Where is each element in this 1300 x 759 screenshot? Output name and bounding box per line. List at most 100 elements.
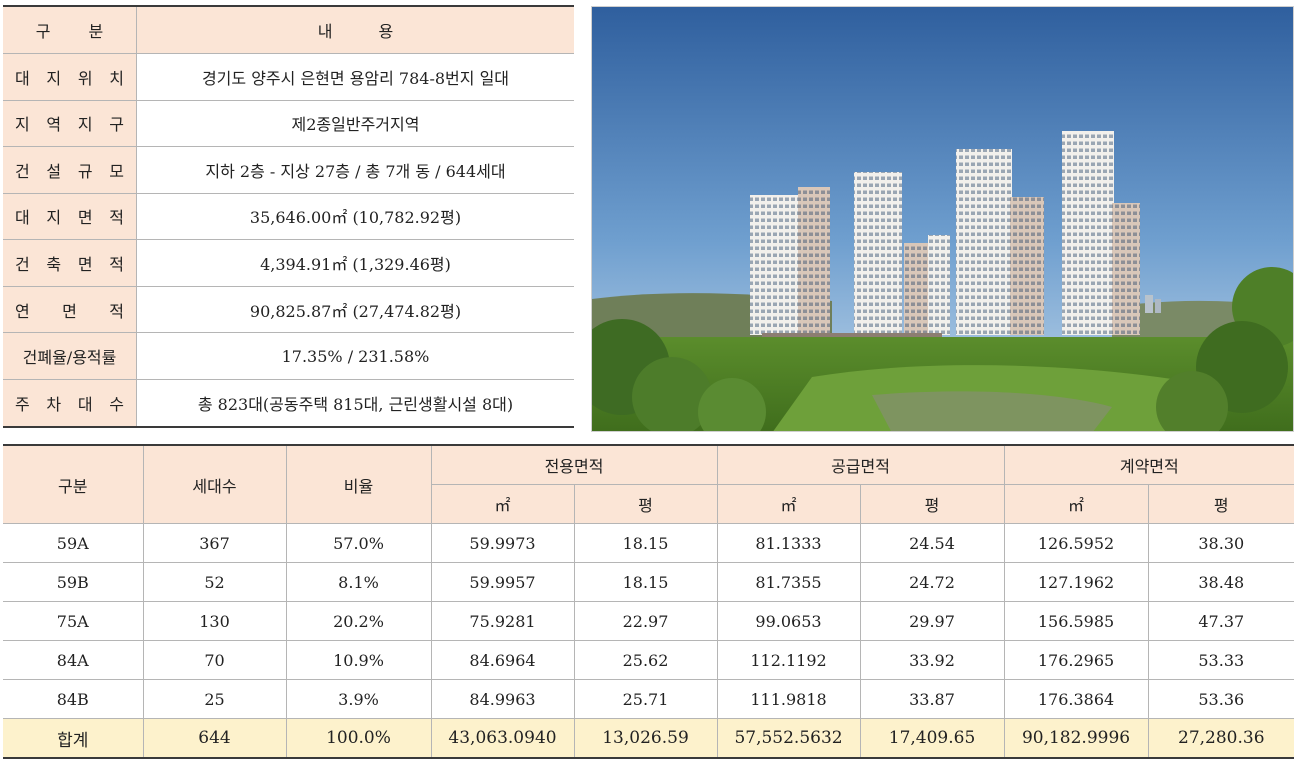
overview-value: 90,825.87㎡ (27,474.82평) [136, 286, 574, 334]
household-count-cell: 644 [142, 718, 287, 759]
supply-sqm-cell: 111.9818 [716, 679, 861, 719]
header-households: 세대수 [142, 444, 287, 524]
contract-pyeong-cell: 53.36 [1147, 679, 1295, 719]
unit-area-table: 구분 세대수 비율 전용면적 공급면적 계약면적 ㎡ 평 ㎡ 평 ㎡ 평 59A… [3, 444, 1295, 759]
unit-type-cell: 합계 [3, 718, 144, 759]
unit-type-cell: 59B [3, 562, 144, 602]
overview-row: 건 설 규 모 지하 2층 - 지상 27층 / 총 7개 동 / 644세대 [3, 146, 574, 194]
exclusive-pyeong-cell: 22.97 [573, 601, 718, 641]
supply-pyeong-cell: 29.97 [859, 601, 1005, 641]
supply-sqm-cell: 81.1333 [716, 523, 861, 563]
contract-pyeong-cell: 47.37 [1147, 601, 1295, 641]
contract-sqm-cell: 156.5985 [1003, 601, 1149, 641]
ratio-cell: 57.0% [285, 523, 432, 563]
overview-row: 건폐율/용적률 17.35% / 231.58% [3, 332, 574, 380]
header-supply-area: 공급면적 [716, 444, 1005, 485]
overview-row: 연 면 적 90,825.87㎡ (27,474.82평) [3, 286, 574, 334]
header-contract-sqm: ㎡ [1003, 484, 1149, 524]
exclusive-sqm-cell: 84.6964 [430, 640, 575, 680]
ratio-cell: 8.1% [285, 562, 432, 602]
contract-pyeong-cell: 38.48 [1147, 562, 1295, 602]
contract-sqm-cell: 127.1962 [1003, 562, 1149, 602]
contract-pyeong-cell: 27,280.36 [1147, 718, 1295, 759]
table-row: 84A 70 10.9% 84.6964 25.62 112.1192 33.92 176.2… [3, 640, 1295, 680]
overview-row: 대 지 면 적 35,646.00㎡ (10,782.92평) [3, 193, 574, 241]
ratio-cell: 3.9% [285, 679, 432, 719]
overview-row: 건 축 면 적 4,394.91㎡ (1,329.46평) [3, 239, 574, 287]
unit-type-cell: 84B [3, 679, 144, 719]
overview-label: 건폐율/용적률 [3, 332, 137, 380]
unit-header-row-1: 구분 세대수 비율 전용면적 공급면적 계약면적 [3, 444, 1295, 524]
contract-pyeong-cell: 53.33 [1147, 640, 1295, 680]
unit-type-cell: 75A [3, 601, 144, 641]
supply-sqm-cell: 81.7355 [716, 562, 861, 602]
table-row: 59B 52 8.1% 59.9957 18.15 81.7355 24.72 127.196… [3, 562, 1295, 602]
household-count-cell: 70 [142, 640, 287, 680]
overview-row: 지 역 지 구 제2종일반주거지역 [3, 100, 574, 148]
contract-sqm-cell: 176.3864 [1003, 679, 1149, 719]
exclusive-sqm-cell: 59.9957 [430, 562, 575, 602]
supply-pyeong-cell: 24.72 [859, 562, 1005, 602]
supply-sqm-cell: 57,552.5632 [716, 718, 861, 759]
supply-pyeong-cell: 17,409.65 [859, 718, 1005, 759]
ratio-cell: 10.9% [285, 640, 432, 680]
supply-pyeong-cell: 24.54 [859, 523, 1005, 563]
contract-pyeong-cell: 38.30 [1147, 523, 1295, 563]
exclusive-pyeong-cell: 25.71 [573, 679, 718, 719]
overview-value: 4,394.91㎡ (1,329.46평) [136, 239, 574, 287]
header-supply-sqm: ㎡ [716, 484, 861, 524]
ratio-cell: 100.0% [285, 718, 432, 759]
overview-value: 총 823대(공동주택 815대, 근린생활시설 8대) [136, 379, 574, 428]
apartment-rendering-image [591, 6, 1294, 432]
household-count-cell: 367 [142, 523, 287, 563]
exclusive-sqm-cell: 43,063.0940 [430, 718, 575, 759]
household-count-cell: 25 [142, 679, 287, 719]
project-overview-table: 구 분 내 용 대 지 위 치 경기도 양주시 은현면 용암리 784-8번지 일대 지 역… [3, 5, 574, 428]
table-row: 75A 130 20.2% 75.9281 22.97 99.0653 29.97 156.5… [3, 601, 1295, 641]
header-category: 구분 [3, 444, 144, 524]
supply-pyeong-cell: 33.87 [859, 679, 1005, 719]
header-supply-pyeong: 평 [859, 484, 1005, 524]
header-exclusive-sqm: ㎡ [431, 484, 575, 524]
header-contract-pyeong: 평 [1147, 484, 1295, 524]
exclusive-pyeong-cell: 13,026.59 [573, 718, 718, 759]
header-exclusive-pyeong: 평 [573, 484, 718, 524]
supply-sqm-cell: 112.1192 [716, 640, 861, 680]
exclusive-sqm-cell: 84.9963 [430, 679, 575, 719]
apartment-rendering-illustration [592, 7, 1293, 431]
supply-pyeong-cell: 33.92 [859, 640, 1005, 680]
exclusive-pyeong-cell: 18.15 [573, 523, 718, 563]
unit-type-cell: 59A [3, 523, 144, 563]
overview-header-content: 내 용 [136, 5, 574, 54]
unit-header-row-2: ㎡ 평 ㎡ 평 ㎡ 평 [3, 484, 1295, 524]
household-count-cell: 130 [142, 601, 287, 641]
contract-sqm-cell: 90,182.9996 [1003, 718, 1149, 759]
table-row: 84B 25 3.9% 84.9963 25.71 111.9818 33.87 176.38… [3, 679, 1295, 719]
table-row: 59A 367 57.0% 59.9973 18.15 81.1333 24.54 126.5… [3, 523, 1295, 563]
overview-row: 대 지 위 치 경기도 양주시 은현면 용암리 784-8번지 일대 [3, 53, 574, 101]
exclusive-pyeong-cell: 18.15 [573, 562, 718, 602]
household-count-cell: 52 [142, 562, 287, 602]
overview-value: 지하 2층 - 지상 27층 / 총 7개 동 / 644세대 [136, 146, 574, 194]
overview-value: 35,646.00㎡ (10,782.92평) [136, 193, 574, 241]
overview-value: 제2종일반주거지역 [136, 100, 574, 148]
total-row: 합계 644 100.0% 43,063.0940 13,026.59 57,552.56… [3, 718, 1295, 759]
contract-sqm-cell: 126.5952 [1003, 523, 1149, 563]
header-contract-area: 계약면적 [1003, 444, 1295, 485]
unit-type-cell: 84A [3, 640, 144, 680]
supply-sqm-cell: 99.0653 [716, 601, 861, 641]
overview-value: 경기도 양주시 은현면 용암리 784-8번지 일대 [136, 53, 574, 101]
header-ratio: 비율 [285, 444, 432, 524]
ratio-cell: 20.2% [285, 601, 432, 641]
exclusive-sqm-cell: 75.9281 [430, 601, 575, 641]
overview-header-row: 구 분 내 용 [3, 5, 574, 54]
overview-value: 17.35% / 231.58% [136, 332, 574, 380]
